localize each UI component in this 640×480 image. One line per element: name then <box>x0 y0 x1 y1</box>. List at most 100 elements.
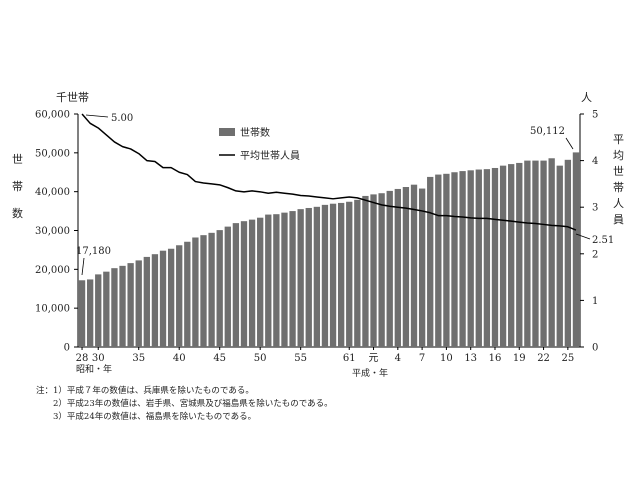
household-bar <box>119 265 126 347</box>
legend: 世帯数 平均世帯人員 <box>219 126 300 162</box>
household-bar <box>281 212 288 347</box>
heisei-era-label: 平成・年 <box>352 367 388 379</box>
household-bar <box>216 230 223 347</box>
right-axis-title-char: 員 <box>613 213 624 226</box>
household-bar <box>532 160 539 347</box>
right-axis-title-char: 帯 <box>613 181 624 194</box>
axis-labels: 0 10,000 20,000 30,000 40,000 50,000 60,000 0 1 2… <box>35 110 598 365</box>
left-tick-label: 10,000 <box>35 304 70 315</box>
left-axis-title-char: 数 <box>12 207 23 220</box>
household-bar <box>435 174 442 347</box>
left-tick-label: 50,000 <box>35 148 70 159</box>
right-tick-label: 1 <box>592 296 598 307</box>
household-bar <box>410 184 418 347</box>
avg-size-line <box>81 113 577 231</box>
left-tick-label: 60,000 <box>35 110 70 121</box>
x-tick-label: 45 <box>213 353 226 364</box>
household-bar <box>378 193 385 347</box>
left-unit-label: 千世帯 <box>56 91 89 104</box>
annotations: 5.00 17,180 50,112 2.51 <box>76 113 614 276</box>
household-bar <box>443 173 450 347</box>
left-tick-label: 0 <box>64 343 70 354</box>
x-tick-label: 35 <box>132 353 145 364</box>
household-bar <box>248 219 256 347</box>
annotation-last-avg-arrow <box>575 233 591 240</box>
x-tick-label: 61 <box>343 353 356 364</box>
household-bar <box>402 187 410 347</box>
annotation-last-bar-arrow <box>565 137 574 150</box>
legend-households-label: 世帯数 <box>240 126 270 139</box>
household-bar <box>337 202 345 347</box>
left-axis-title-char: 帯 <box>12 180 23 193</box>
annotation-first-bar: 17,180 <box>76 246 111 257</box>
right-axis-title-char: 平 <box>613 133 624 146</box>
household-bar <box>556 165 563 347</box>
household-bar <box>499 165 507 347</box>
household-bar <box>321 204 329 347</box>
x-tick-label: 10 <box>440 353 453 364</box>
x-tick-label: 7 <box>419 353 425 364</box>
household-bar <box>483 169 491 347</box>
household-bar <box>192 237 199 347</box>
household-bar <box>86 279 94 347</box>
x-tick-label: 元 <box>369 353 379 364</box>
footnote-1: 注：1）平成７年の数値は、兵庫県を除いたものである。 <box>36 386 254 396</box>
right-axis-title: 平 均 世 帯 人 員 <box>613 133 624 226</box>
right-axis-title-char: 世 <box>613 165 624 178</box>
x-tick-label: 4 <box>395 353 401 364</box>
x-tick-label: 30 <box>92 353 105 364</box>
household-bar <box>232 223 240 347</box>
annotation-last-avg: 2.51 <box>592 235 614 246</box>
household-bar <box>508 164 515 347</box>
household-bar <box>459 171 466 347</box>
x-tick-label: 19 <box>513 353 526 364</box>
household-chart: 0 10,000 20,000 30,000 40,000 50,000 60,000 0 1 2… <box>12 91 624 379</box>
household-bars <box>78 152 580 347</box>
household-bar <box>491 167 499 347</box>
household-bar <box>370 194 377 347</box>
x-tick-label: 28 <box>76 353 89 364</box>
household-bar <box>313 206 321 347</box>
household-bar <box>362 195 369 347</box>
right-tick-label: 0 <box>592 343 598 354</box>
household-bar <box>78 280 86 347</box>
household-bar <box>564 159 572 347</box>
right-tick-label: 5 <box>592 110 598 121</box>
left-tick-label: 20,000 <box>35 265 70 276</box>
household-bar <box>467 170 474 347</box>
annotation-last-bar: 50,112 <box>530 126 565 137</box>
household-bar <box>135 260 142 347</box>
household-bar <box>329 203 337 347</box>
left-tick-label: 40,000 <box>35 187 70 198</box>
legend-avg-size-label: 平均世帯人員 <box>240 149 300 162</box>
household-bar <box>224 226 231 347</box>
household-bar <box>572 152 580 347</box>
household-bar <box>346 201 353 347</box>
x-tick-label: 25 <box>561 353 574 364</box>
household-bar <box>475 169 482 347</box>
household-bar <box>540 160 547 347</box>
household-bar <box>127 263 134 347</box>
left-tick-label: 30,000 <box>35 226 70 237</box>
household-bar <box>427 176 434 347</box>
household-bar <box>103 271 110 347</box>
right-tick-label: 3 <box>592 203 598 214</box>
annotation-first-avg: 5.00 <box>111 113 133 124</box>
household-bar <box>176 245 183 347</box>
household-bar <box>394 188 401 347</box>
household-bar <box>184 241 191 347</box>
household-bar <box>418 188 426 347</box>
x-tick-label: 40 <box>173 353 186 364</box>
footnotes: 注：1）平成７年の数値は、兵庫県を除いたものである。 2）平成23年の数値は、岩… <box>36 385 333 424</box>
footnote-3: 3）平成24年の数値は、福島県を除いたものである。 <box>36 412 257 422</box>
legend-bar-swatch <box>219 128 235 136</box>
household-bar <box>305 207 312 347</box>
household-bar <box>143 256 150 347</box>
household-bar <box>386 190 393 347</box>
x-tick-label: 16 <box>489 353 502 364</box>
x-tick-label: 55 <box>294 353 307 364</box>
household-bar <box>297 209 304 347</box>
household-bar <box>167 248 175 347</box>
chart-frame <box>74 113 584 350</box>
household-bar <box>524 160 531 347</box>
